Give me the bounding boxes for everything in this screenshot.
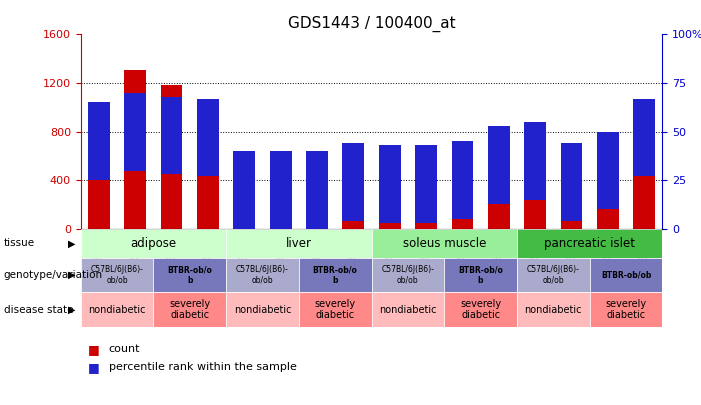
Bar xyxy=(444,258,517,292)
Text: soleus muscle: soleus muscle xyxy=(402,237,486,250)
Bar xyxy=(88,119,109,229)
Title: GDS1443 / 100400_at: GDS1443 / 100400_at xyxy=(287,15,456,32)
Bar xyxy=(488,168,510,229)
Text: BTBR-ob/o
b: BTBR-ob/o b xyxy=(168,266,212,285)
Text: count: count xyxy=(109,344,140,354)
Bar xyxy=(590,292,662,327)
Bar xyxy=(233,210,255,229)
Bar xyxy=(372,292,444,327)
Bar xyxy=(517,292,590,327)
Bar xyxy=(524,151,546,229)
Text: severely
diabetic: severely diabetic xyxy=(606,299,646,320)
Bar xyxy=(306,151,328,229)
Text: tissue: tissue xyxy=(4,239,34,248)
Bar xyxy=(270,151,292,229)
Bar xyxy=(597,132,619,209)
Text: percentile rank within the sample: percentile rank within the sample xyxy=(109,362,297,372)
Text: ▶: ▶ xyxy=(68,270,76,280)
Text: ■: ■ xyxy=(88,343,100,356)
Text: ■: ■ xyxy=(88,361,100,374)
Bar xyxy=(161,97,182,175)
Text: adipose: adipose xyxy=(130,237,177,250)
Bar xyxy=(81,292,154,327)
Bar xyxy=(634,133,655,229)
Text: C57BL/6J(B6)-
ob/ob: C57BL/6J(B6)- ob/ob xyxy=(236,266,289,285)
Bar xyxy=(124,93,146,171)
Bar xyxy=(88,102,109,180)
Text: severely
diabetic: severely diabetic xyxy=(169,299,210,320)
Bar xyxy=(517,258,590,292)
Bar xyxy=(597,169,619,229)
Bar xyxy=(197,105,219,229)
Bar xyxy=(372,229,517,258)
Text: genotype/variation: genotype/variation xyxy=(4,270,102,280)
Bar xyxy=(154,292,226,327)
Bar xyxy=(561,143,583,221)
Text: C57BL/6J(B6)-
ob/ob: C57BL/6J(B6)- ob/ob xyxy=(90,266,144,285)
Bar xyxy=(415,185,437,229)
Bar xyxy=(270,207,292,229)
Text: ▶: ▶ xyxy=(68,239,76,248)
Text: liver: liver xyxy=(286,237,312,250)
Text: nondiabetic: nondiabetic xyxy=(88,305,146,315)
Bar xyxy=(517,229,662,258)
Bar xyxy=(306,194,328,229)
Text: C57BL/6J(B6)-
ob/ob: C57BL/6J(B6)- ob/ob xyxy=(527,266,580,285)
Bar xyxy=(451,141,473,219)
Bar xyxy=(342,143,365,221)
Text: ▶: ▶ xyxy=(68,305,76,315)
Bar xyxy=(415,145,437,223)
Text: disease state: disease state xyxy=(4,305,73,315)
Bar xyxy=(299,258,372,292)
Text: severely
diabetic: severely diabetic xyxy=(460,299,501,320)
Bar xyxy=(226,292,299,327)
Bar xyxy=(226,258,299,292)
Text: nondiabetic: nondiabetic xyxy=(524,305,582,315)
Bar xyxy=(451,177,473,229)
Text: BTBR-ob/o
b: BTBR-ob/o b xyxy=(458,266,503,285)
Text: severely
diabetic: severely diabetic xyxy=(315,299,355,320)
Bar xyxy=(197,98,219,176)
Bar xyxy=(372,258,444,292)
Bar xyxy=(81,258,154,292)
Bar xyxy=(342,181,365,229)
Text: nondiabetic: nondiabetic xyxy=(379,305,437,315)
Bar xyxy=(81,229,226,258)
Bar xyxy=(524,122,546,200)
Bar xyxy=(634,98,655,176)
Text: BTBR-ob/ob: BTBR-ob/ob xyxy=(601,271,651,280)
Text: C57BL/6J(B6)-
ob/ob: C57BL/6J(B6)- ob/ob xyxy=(381,266,435,285)
Bar xyxy=(590,258,662,292)
Bar xyxy=(161,85,182,229)
Bar xyxy=(233,151,255,229)
Text: nondiabetic: nondiabetic xyxy=(233,305,291,315)
Bar xyxy=(379,145,401,223)
Bar xyxy=(379,183,401,229)
Bar xyxy=(488,126,510,204)
Bar xyxy=(124,70,146,229)
Text: BTBR-ob/o
b: BTBR-ob/o b xyxy=(313,266,358,285)
Bar xyxy=(299,292,372,327)
Bar xyxy=(154,258,226,292)
Bar xyxy=(444,292,517,327)
Text: pancreatic islet: pancreatic islet xyxy=(544,237,635,250)
Bar xyxy=(561,181,583,229)
Bar xyxy=(226,229,372,258)
